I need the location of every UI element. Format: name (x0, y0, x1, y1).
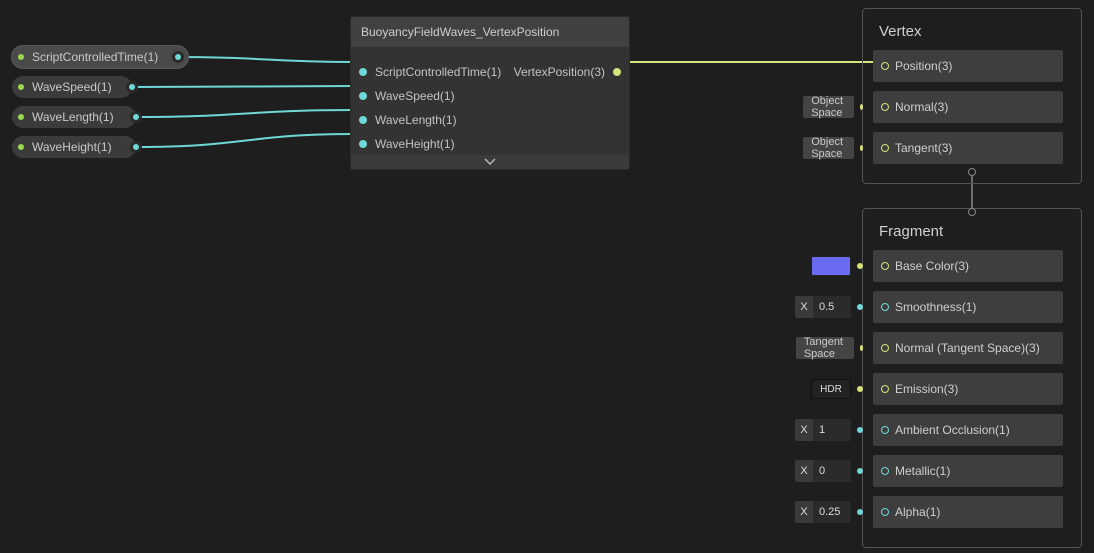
slot-bar[interactable]: Normal (Tangent Space)(3) (873, 332, 1063, 364)
slot-bar[interactable]: Position(3) (873, 50, 1063, 82)
node-input-row[interactable]: WaveHeight(1) (359, 133, 455, 155)
slot-label: Tangent(3) (895, 141, 952, 155)
pill-label: ScriptControlledTime(1) (32, 50, 158, 64)
port-dot (18, 84, 24, 90)
space-tag[interactable]: Object Space (803, 137, 854, 159)
slot-bar[interactable]: Ambient Occlusion(1) (873, 414, 1063, 446)
color-field[interactable] (811, 256, 851, 276)
master-slot[interactable]: HDREmission(3) (873, 373, 1071, 405)
node-title: BuoyancyFieldWaves_VertexPosition (361, 25, 559, 39)
output-port[interactable] (172, 51, 184, 63)
master-slot[interactable]: Object SpaceNormal(3) (873, 91, 1071, 123)
fragment-master-node[interactable]: Fragment Base Color(3) X0.5Smoothness(1) T… (862, 208, 1082, 548)
port-dot (18, 144, 24, 150)
float-field[interactable]: X1 (795, 419, 851, 441)
subgraph-node[interactable]: BuoyancyFieldWaves_VertexPosition Script… (350, 16, 630, 170)
node-input-row[interactable]: ScriptControlledTime(1) (359, 61, 501, 83)
slot-bar[interactable]: Smoothness(1) (873, 291, 1063, 323)
slot-label: Ambient Occlusion(1) (895, 423, 1010, 437)
input-port[interactable] (881, 344, 889, 352)
expand-chevron-icon[interactable] (351, 155, 629, 169)
space-tag[interactable]: Tangent Space (796, 337, 854, 359)
output-port[interactable] (613, 68, 621, 76)
input-port[interactable] (881, 508, 889, 516)
property-pill-length[interactable]: WaveLength(1) (12, 106, 136, 128)
port-label: VertexPosition(3) (514, 65, 605, 79)
slot-label: Base Color(3) (895, 259, 969, 273)
port-label: WaveSpeed(1) (375, 89, 455, 103)
pill-label: WaveSpeed(1) (32, 80, 112, 94)
slot-label: Normal (Tangent Space)(3) (895, 341, 1040, 355)
slot-label: Alpha(1) (895, 505, 940, 519)
slot-bar[interactable]: Tangent(3) (873, 132, 1063, 164)
port-dot (18, 54, 24, 60)
hdr-color-field[interactable]: HDR (811, 379, 851, 399)
output-port[interactable] (130, 141, 142, 153)
port-label: WaveLength(1) (375, 113, 457, 127)
port-dot (18, 114, 24, 120)
input-port[interactable] (359, 140, 367, 148)
port-label: WaveHeight(1) (375, 137, 455, 151)
float-field[interactable]: X0 (795, 460, 851, 482)
context-link-joint (968, 168, 976, 176)
input-port[interactable] (359, 116, 367, 124)
context-link-joint (968, 208, 976, 216)
slot-label: Emission(3) (895, 382, 958, 396)
slot-label: Smoothness(1) (895, 300, 976, 314)
output-port[interactable] (126, 81, 138, 93)
master-slot[interactable]: X0.5Smoothness(1) (873, 291, 1071, 323)
slot-bar[interactable]: Metallic(1) (873, 455, 1063, 487)
input-port[interactable] (881, 144, 889, 152)
master-slot[interactable]: Tangent SpaceNormal (Tangent Space)(3) (873, 332, 1071, 364)
slot-label: Normal(3) (895, 100, 948, 114)
property-pill-height[interactable]: WaveHeight(1) (12, 136, 136, 158)
space-tag[interactable]: Object Space (803, 96, 854, 118)
master-slot[interactable]: X0.25Alpha(1) (873, 496, 1071, 528)
master-slot[interactable]: X1Ambient Occlusion(1) (873, 414, 1071, 446)
vertex-master-node[interactable]: Vertex Position(3) Object SpaceNormal(3) O… (862, 8, 1082, 184)
slot-bar[interactable]: Emission(3) (873, 373, 1063, 405)
master-slot[interactable]: Position(3) (873, 50, 1071, 82)
master-title: Vertex (879, 23, 1071, 40)
pill-label: WaveHeight(1) (32, 140, 112, 154)
input-port[interactable] (881, 103, 889, 111)
node-input-row[interactable]: WaveLength(1) (359, 109, 457, 131)
float-field[interactable]: X0.5 (795, 296, 851, 318)
property-pill-speed[interactable]: WaveSpeed(1) (12, 76, 132, 98)
master-slot[interactable]: Object SpaceTangent(3) (873, 132, 1071, 164)
input-port[interactable] (881, 62, 889, 70)
property-pill-time[interactable]: ScriptControlledTime(1) (12, 46, 188, 68)
input-port[interactable] (881, 262, 889, 270)
master-slot[interactable]: Base Color(3) (873, 250, 1071, 282)
input-port[interactable] (359, 68, 367, 76)
node-header[interactable]: BuoyancyFieldWaves_VertexPosition (351, 17, 629, 47)
port-label: ScriptControlledTime(1) (375, 65, 501, 79)
slot-label: Metallic(1) (895, 464, 950, 478)
master-title: Fragment (879, 223, 1071, 240)
input-port[interactable] (881, 467, 889, 475)
pill-label: WaveLength(1) (32, 110, 114, 124)
input-port[interactable] (881, 385, 889, 393)
node-output-row[interactable]: VertexPosition(3) (514, 61, 621, 83)
output-port[interactable] (130, 111, 142, 123)
slot-label: Position(3) (895, 59, 952, 73)
node-input-row[interactable]: WaveSpeed(1) (359, 85, 455, 107)
master-slot[interactable]: X0Metallic(1) (873, 455, 1071, 487)
slot-bar[interactable]: Alpha(1) (873, 496, 1063, 528)
input-port[interactable] (881, 426, 889, 434)
float-field[interactable]: X0.25 (795, 501, 851, 523)
input-port[interactable] (881, 303, 889, 311)
slot-bar[interactable]: Base Color(3) (873, 250, 1063, 282)
input-port[interactable] (359, 92, 367, 100)
slot-bar[interactable]: Normal(3) (873, 91, 1063, 123)
